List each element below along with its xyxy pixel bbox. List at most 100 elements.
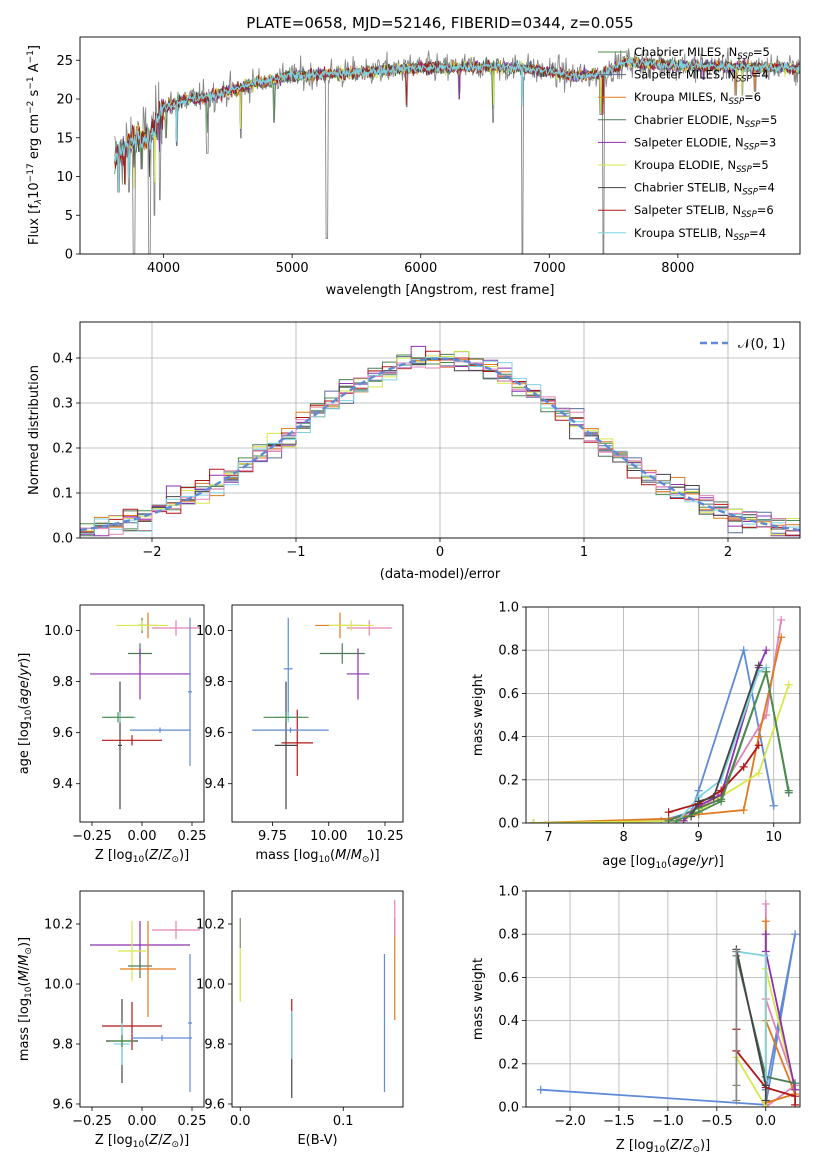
axes-frame-group: −2 −1 0 1 2 0.0 0.1 0.2 0.3 0.4 <box>52 352 732 561</box>
y-tick-label: 0 <box>65 248 73 263</box>
x-tick-label: −1.5 <box>603 1114 635 1129</box>
y-axis-label: Flux [fλ10−17 erg cm−2 s−1 A−1] <box>26 45 44 245</box>
x-tick-label: 8 <box>619 830 627 845</box>
legend-text: Salpeter MILES, N <box>634 68 736 82</box>
y-tick-label: 9.6 <box>204 1098 225 1113</box>
label-part: mass [log <box>255 848 318 863</box>
y-tick-label: 0.4 <box>52 352 73 367</box>
legend-tail: =5 <box>760 113 777 127</box>
weight-marker <box>694 797 703 806</box>
weight-marker <box>694 808 703 817</box>
label-part: ⊙ <box>171 855 179 865</box>
x-axis-label: (data-model)/error <box>380 567 501 582</box>
legend-label: 𝒩(0, 1) <box>738 337 785 352</box>
y-tick-label: 9.6 <box>52 726 73 741</box>
weight-marker <box>761 1096 770 1105</box>
y-tick-label: 0.2 <box>498 773 519 788</box>
x-tick-label: 1 <box>580 545 588 560</box>
weight-marker <box>777 633 786 642</box>
x-tick-label: 0 <box>436 545 444 560</box>
label-part: 10 <box>133 855 145 865</box>
weight-marker <box>536 1085 545 1094</box>
y-tick-label: 10.0 <box>44 978 73 993</box>
axes-frame <box>525 606 801 824</box>
label-part: )] <box>17 653 32 663</box>
label-part: / <box>158 1133 163 1148</box>
weight-marker <box>754 769 763 778</box>
legend-text: Salpeter STELIB, N <box>634 203 741 217</box>
label-part: 10 <box>133 1140 145 1150</box>
label-part: age [log <box>602 854 655 869</box>
y-axis-label: mass weight <box>471 958 486 1040</box>
legend-sub: SSP <box>729 97 745 107</box>
label-part: Z <box>148 1133 159 1148</box>
label-part: M <box>17 970 32 981</box>
legend-tail: =4 <box>752 68 769 82</box>
y-tick-label: 0.6 <box>498 687 519 702</box>
y-tick-label: 0.0 <box>498 817 519 832</box>
weight-marker <box>717 797 726 806</box>
x-tick-label: 0.1 <box>333 1114 354 1129</box>
y-tick-label: 9.8 <box>52 1038 73 1053</box>
legend-label: Chabrier MILES, NSSP=5 <box>634 45 770 62</box>
y-tick-label: 25 <box>56 54 73 69</box>
y-axis-label: Normed distribution <box>27 365 42 495</box>
legend-tail: =6 <box>757 203 774 217</box>
y-tick-label: 9.4 <box>204 777 225 792</box>
histogram-step <box>80 357 800 537</box>
legend-tail: =3 <box>759 135 776 149</box>
label-part: ( <box>144 1133 149 1148</box>
y-tick-label: 0.8 <box>498 644 519 659</box>
weight-marker <box>529 819 538 823</box>
x-tick-label: −2.0 <box>554 1114 586 1129</box>
weight-marker <box>754 741 763 750</box>
label-part: Z <box>669 1138 680 1153</box>
y-tick-label: 0.6 <box>498 971 519 986</box>
plot-area <box>90 612 200 810</box>
weight-marker <box>761 951 770 960</box>
label-part: Z [log <box>616 1138 654 1153</box>
label-part: 10 <box>654 1145 666 1155</box>
legend-label: Salpeter STELIB, NSSP=6 <box>634 203 774 220</box>
label-part: )] <box>179 848 189 863</box>
legend-text: Salpeter ELODIE, N <box>634 135 744 149</box>
x-tick-label: 0.00 <box>128 1114 157 1129</box>
panel-weight_vs_age: 7 8 9 10 0.0 0.2 0.4 0.6 0.8 1.0 <box>498 601 801 845</box>
legend-tail: =4 <box>758 181 775 195</box>
x-tick-label: 7000 <box>533 261 566 276</box>
weight-marker <box>762 667 771 676</box>
label-part: ( <box>667 854 672 869</box>
label-part: ( <box>330 848 335 863</box>
legend-label: Kroupa ELODIE, NSSP=5 <box>634 158 769 175</box>
plot-area <box>114 47 800 254</box>
legend-text: Chabrier ELODIE, N <box>634 113 745 127</box>
axes-frame <box>79 36 801 255</box>
label-part: ( <box>17 981 32 986</box>
y-tick-label: 10.0 <box>44 624 73 639</box>
y-tick-label: 20 <box>56 93 73 108</box>
label-part: 10 <box>27 182 42 199</box>
weight-marker <box>777 615 786 624</box>
y-tick-label: 0.2 <box>498 1057 519 1072</box>
legend-text: Kroupa MILES, N <box>634 90 729 104</box>
panel-age_vs_mass: 9.75 10.00 10.25 9.4 9.6 9.8 10.0 <box>196 604 404 844</box>
weight-marker <box>664 808 673 817</box>
label-part: 10 <box>319 855 331 865</box>
weight-line <box>533 637 783 823</box>
legend-text: Chabrier MILES, N <box>634 45 737 59</box>
label-part: M <box>17 955 32 966</box>
label-part: )] <box>700 1138 710 1153</box>
label-part: ⊙ <box>171 1140 179 1150</box>
panel-residuals: −2 −1 0 1 2 0.0 0.1 0.2 0.3 0.4 (data-model)/error <box>52 321 801 582</box>
y-tick-label: 0.0 <box>498 1101 519 1116</box>
label-part: mass [log <box>17 998 32 1061</box>
weight-marker <box>784 786 793 795</box>
label-part: )] <box>17 937 32 947</box>
x-tick-label: 2 <box>724 545 732 560</box>
y-axis-label: mass [log10(M/M⊙)] <box>17 937 34 1061</box>
axes-frame-group: 4000 5000 6000 7000 8000 0 5 10 15 20 25 <box>56 54 694 276</box>
y-tick-label: 0.4 <box>498 1014 519 1029</box>
x-tick-label: 10.00 <box>310 829 347 844</box>
label-part: Z [log <box>95 1133 133 1148</box>
normal-curve <box>80 357 800 532</box>
